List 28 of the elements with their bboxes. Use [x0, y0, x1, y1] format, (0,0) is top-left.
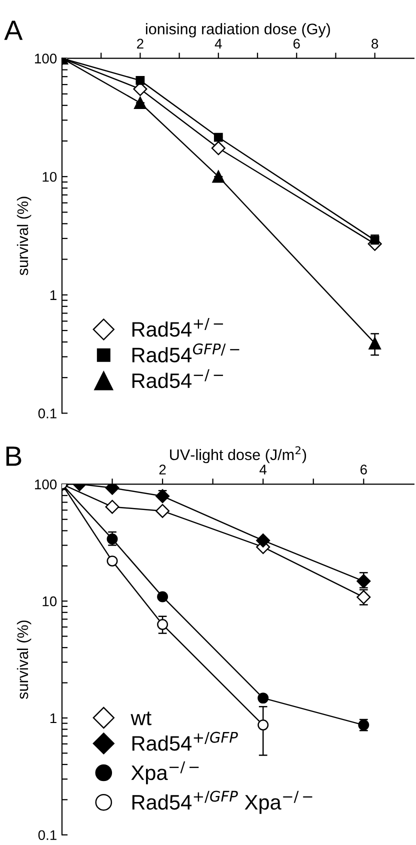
- y-tick-label: 1: [50, 290, 56, 300]
- y-tick-label: 0.1: [38, 408, 56, 418]
- x-tick-label: 2: [159, 464, 166, 474]
- legend-label: wt: [130, 712, 152, 726]
- x-tick-label: 4: [214, 38, 222, 48]
- x-tick-label: 6: [293, 38, 300, 49]
- x-tick-label: 2: [137, 38, 144, 48]
- y-axis-title: survival (%): [16, 620, 32, 699]
- y-tick-label: 10: [42, 596, 57, 606]
- x-tick-label: 4: [260, 464, 267, 474]
- legend-label: Rad54$^{−/−}$: [132, 369, 223, 388]
- y-axis-title: survival (%): [16, 196, 32, 276]
- x-tick-label: 6: [360, 464, 367, 474]
- x-tick-label: 8: [372, 38, 378, 49]
- y-tick-label: 10: [42, 172, 57, 182]
- legend-label: Rad54$^{GFP/−}$: [132, 343, 240, 362]
- chart-title: A: [4, 20, 23, 40]
- y-tick-label: 100: [35, 480, 57, 490]
- chart-title: B: [6, 446, 22, 466]
- legend-label: Rad54$^{+/GFP}$: [132, 732, 238, 751]
- x-axis-title: UV-light dose (J/m$^{2}$): [170, 446, 306, 464]
- legend-label: Rad54$^{+/GFP}$ Xpa$^{−/−}$: [132, 790, 312, 814]
- y-tick-label: 100: [35, 54, 57, 64]
- x-axis-title: ionising radiation dose (Gy): [146, 23, 330, 38]
- legend-label: Rad54$^{+/−}$: [132, 318, 223, 337]
- legend-label: Xpa$^{−/−}$: [131, 761, 199, 784]
- y-tick-label: 1: [50, 713, 56, 723]
- y-tick-label: 0.1: [38, 830, 56, 840]
